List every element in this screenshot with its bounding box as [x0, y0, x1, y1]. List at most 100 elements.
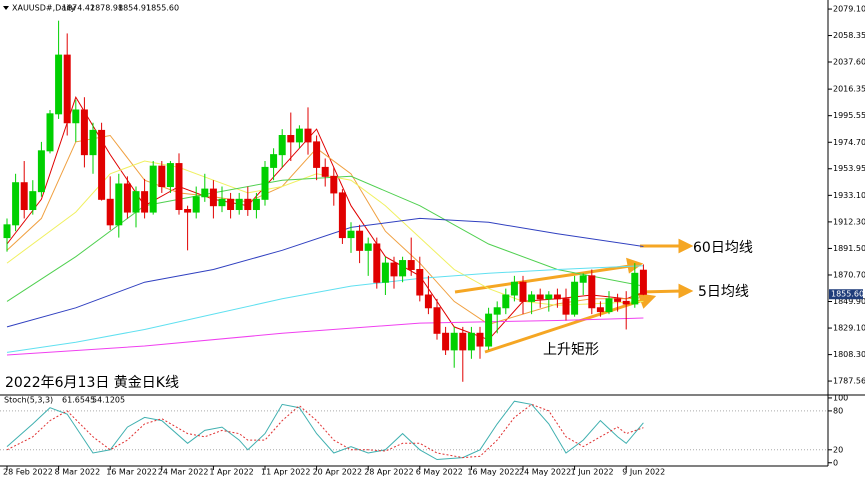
candle-body — [519, 281, 527, 302]
candle-body — [184, 209, 192, 213]
candle-body — [98, 129, 106, 200]
candle-body — [381, 262, 389, 283]
y-tick-label: 1891.50 — [833, 244, 865, 253]
candle-body — [218, 198, 226, 207]
x-tick-label: 24 May 2022 — [519, 468, 571, 477]
arrow — [639, 289, 683, 294]
candle-body — [244, 198, 252, 211]
candle-body — [313, 141, 321, 168]
candle-body — [141, 191, 149, 213]
candle-body — [261, 166, 269, 200]
candle-body — [80, 109, 88, 156]
ohlc-value: 1878.98 — [90, 4, 123, 13]
moving-average — [6, 265, 644, 353]
stoch-line — [6, 400, 644, 461]
y-tick-label: 80 — [833, 406, 843, 415]
ohlc-value: 1874.42 — [62, 4, 95, 13]
annotation: 上升矩形 — [543, 342, 599, 358]
candle-body — [450, 332, 458, 351]
candle-body — [270, 154, 278, 168]
candle-body — [115, 183, 123, 226]
annotation: 2022年6月13日 黄金日K线 — [5, 374, 179, 391]
candle-body — [390, 262, 398, 277]
x-tick-label: 11 Apr 2022 — [261, 468, 310, 477]
x-tick-label: 24 Mar 2022 — [158, 468, 209, 477]
candle-body — [192, 196, 200, 213]
candle-body — [29, 191, 37, 211]
candle-body — [631, 272, 639, 305]
candle-body — [106, 198, 114, 226]
ohlc-value: 1855.60 — [146, 4, 179, 13]
x-tick-label: 6 May 2022 — [416, 468, 463, 477]
moving-average — [6, 134, 644, 325]
y-tick-label: 0 — [833, 458, 838, 467]
y-tick-label: 1953.95 — [833, 164, 865, 173]
candle-body — [485, 313, 493, 347]
candle-body — [407, 260, 415, 270]
indicator-value: 61.6545 — [62, 396, 95, 405]
candle-body — [175, 163, 183, 211]
chart-title: XAUUSD#,Daily — [12, 4, 76, 13]
candle-body — [123, 183, 131, 213]
candle-body — [553, 294, 561, 300]
candle-body — [476, 332, 484, 347]
candle-body — [588, 275, 596, 309]
candle-body — [12, 182, 20, 226]
annotation: 60日均线 — [693, 240, 753, 256]
candle-body — [622, 300, 630, 305]
indicator-value: 54.1205 — [92, 396, 125, 405]
arrow-head — [678, 283, 694, 299]
trend-line — [454, 264, 631, 294]
candle-body — [424, 294, 432, 309]
x-tick-label: 9 Jun 2022 — [622, 468, 665, 477]
candle-body — [235, 198, 243, 211]
candle-body — [46, 113, 54, 152]
candle-body — [158, 165, 166, 188]
stoch-line — [6, 403, 644, 459]
candle-body — [373, 243, 381, 283]
candle-body — [459, 332, 467, 351]
candle-body — [209, 188, 217, 207]
candle-body — [571, 281, 579, 315]
candle-body — [295, 128, 303, 143]
candle-body — [338, 192, 346, 239]
candle-body — [545, 294, 553, 300]
y-tick-label: 1974.70 — [833, 138, 865, 147]
candle-body — [37, 150, 45, 193]
candle-body — [201, 188, 209, 198]
y-tick-label: 1995.55 — [833, 111, 865, 120]
candle-body — [347, 230, 355, 239]
y-tick-label: 1849.90 — [833, 297, 865, 306]
candle-body — [304, 128, 312, 143]
y-tick-label: 20 — [833, 445, 843, 454]
candle-body — [72, 109, 80, 124]
candle-body — [364, 243, 372, 251]
candle-body — [467, 332, 475, 351]
y-tick-label: 2058.35 — [833, 31, 865, 40]
candle-body — [89, 129, 97, 156]
y-tick-label: 1870.70 — [833, 270, 865, 279]
candle-body — [166, 163, 174, 188]
candle-body — [3, 224, 11, 239]
price-tag-label: 1855.60 — [831, 290, 864, 299]
x-tick-label: 20 Apr 2022 — [313, 468, 362, 477]
y-tick-label: 2037.60 — [833, 58, 865, 67]
candle-body — [416, 268, 424, 296]
y-tick-label: 1808.30 — [833, 350, 865, 359]
candle-body — [579, 275, 587, 283]
candle-body — [502, 294, 510, 309]
y-tick-label: 2016.35 — [833, 85, 865, 94]
price-tag — [829, 289, 863, 300]
candle-body — [510, 281, 518, 296]
candle-body — [536, 294, 544, 300]
ohlc-value: 1854.91 — [118, 4, 151, 13]
moving-average — [6, 317, 644, 356]
candle-body — [149, 165, 157, 213]
candle-body — [433, 307, 441, 334]
annotation: 5日均线 — [698, 284, 749, 300]
candle-body — [639, 269, 647, 295]
x-tick-label: 1 Jun 2022 — [571, 468, 614, 477]
